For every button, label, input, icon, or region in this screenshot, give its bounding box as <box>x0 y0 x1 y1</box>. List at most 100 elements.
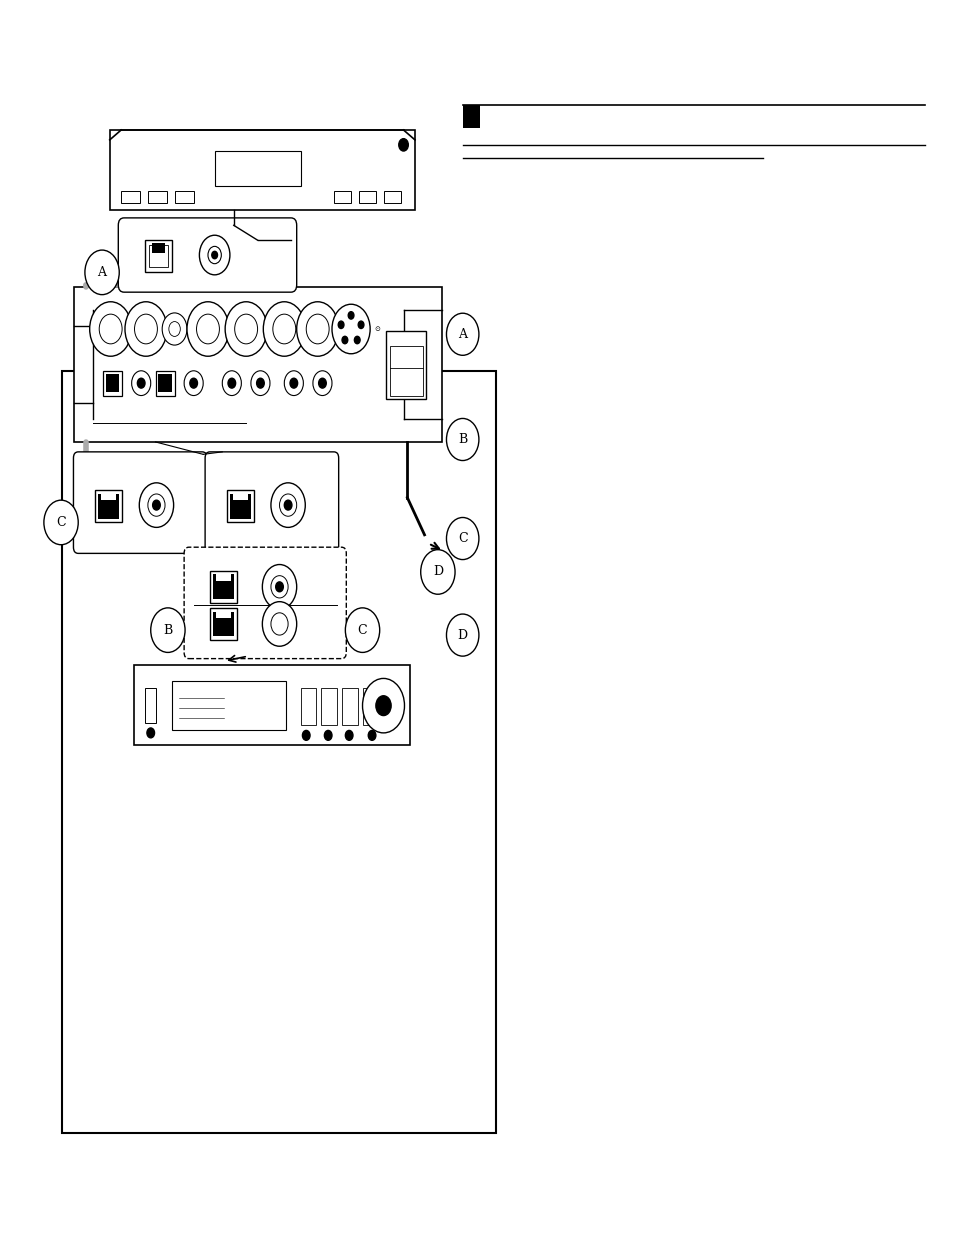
Circle shape <box>284 371 303 396</box>
Circle shape <box>190 379 197 389</box>
Bar <box>172 681 286 730</box>
Text: D: D <box>433 566 442 578</box>
Bar <box>62 371 496 1133</box>
Circle shape <box>275 582 283 592</box>
Text: B: B <box>163 624 172 636</box>
Circle shape <box>318 379 326 389</box>
Circle shape <box>398 139 408 151</box>
Bar <box>101 494 116 500</box>
Circle shape <box>262 602 296 646</box>
Circle shape <box>169 322 180 337</box>
Circle shape <box>313 371 332 396</box>
Text: ⊙: ⊙ <box>375 326 380 332</box>
Bar <box>383 191 400 203</box>
Circle shape <box>284 500 292 510</box>
Text: C: C <box>357 624 367 636</box>
Bar <box>155 371 174 396</box>
Circle shape <box>212 251 217 259</box>
Circle shape <box>222 371 241 396</box>
Bar <box>148 191 167 203</box>
Circle shape <box>85 250 119 295</box>
Circle shape <box>271 483 305 527</box>
Circle shape <box>184 371 203 396</box>
Circle shape <box>151 608 185 652</box>
Circle shape <box>234 314 257 344</box>
Circle shape <box>446 517 478 560</box>
Bar <box>215 574 231 581</box>
Text: A: A <box>97 266 107 279</box>
Bar <box>358 191 375 203</box>
Bar <box>215 612 231 618</box>
Circle shape <box>225 302 267 357</box>
Text: C: C <box>56 516 66 529</box>
Bar <box>210 571 236 603</box>
Bar <box>74 287 441 442</box>
Circle shape <box>279 494 296 516</box>
Bar <box>300 688 315 725</box>
Text: B: B <box>457 433 467 446</box>
Circle shape <box>256 379 264 389</box>
Circle shape <box>324 730 332 740</box>
FancyBboxPatch shape <box>118 218 296 292</box>
Circle shape <box>152 500 160 510</box>
Circle shape <box>342 337 348 344</box>
Bar <box>98 494 119 519</box>
Circle shape <box>199 235 230 275</box>
Bar <box>210 608 236 640</box>
FancyBboxPatch shape <box>184 547 346 659</box>
Bar <box>149 245 168 267</box>
Circle shape <box>446 418 478 461</box>
Bar <box>233 494 248 500</box>
Bar <box>386 331 426 399</box>
Circle shape <box>357 321 363 328</box>
Bar <box>321 688 336 725</box>
Circle shape <box>208 246 221 264</box>
Bar <box>121 191 140 203</box>
Bar <box>158 375 172 391</box>
Bar <box>145 688 156 723</box>
Circle shape <box>302 730 310 740</box>
Circle shape <box>99 314 122 344</box>
Circle shape <box>147 728 154 738</box>
Circle shape <box>345 608 379 652</box>
Circle shape <box>196 314 219 344</box>
Circle shape <box>137 379 145 389</box>
Circle shape <box>446 614 478 656</box>
Bar <box>133 665 410 745</box>
FancyBboxPatch shape <box>73 452 207 553</box>
Bar <box>152 243 165 253</box>
Circle shape <box>354 337 359 344</box>
Circle shape <box>338 321 344 328</box>
Circle shape <box>125 302 167 357</box>
Circle shape <box>90 302 132 357</box>
Bar <box>462 105 479 128</box>
Circle shape <box>368 730 375 740</box>
Circle shape <box>187 302 229 357</box>
Bar <box>334 191 351 203</box>
Text: C: C <box>457 532 467 545</box>
Bar <box>145 240 172 272</box>
Bar <box>110 130 415 210</box>
Circle shape <box>446 313 478 355</box>
Circle shape <box>148 494 165 516</box>
Circle shape <box>271 613 288 635</box>
Circle shape <box>290 379 297 389</box>
Circle shape <box>228 379 235 389</box>
Circle shape <box>306 314 329 344</box>
Circle shape <box>273 314 295 344</box>
Text: A: A <box>457 328 467 340</box>
Circle shape <box>251 371 270 396</box>
Circle shape <box>375 696 391 716</box>
Bar <box>103 371 122 396</box>
Circle shape <box>134 314 157 344</box>
Bar <box>213 612 233 636</box>
Circle shape <box>263 302 305 357</box>
Circle shape <box>162 313 187 345</box>
Bar <box>174 191 193 203</box>
Text: D: D <box>457 629 467 641</box>
Bar <box>390 347 422 396</box>
Circle shape <box>262 565 296 609</box>
Circle shape <box>44 500 78 545</box>
Circle shape <box>420 550 455 594</box>
Bar <box>342 688 357 725</box>
